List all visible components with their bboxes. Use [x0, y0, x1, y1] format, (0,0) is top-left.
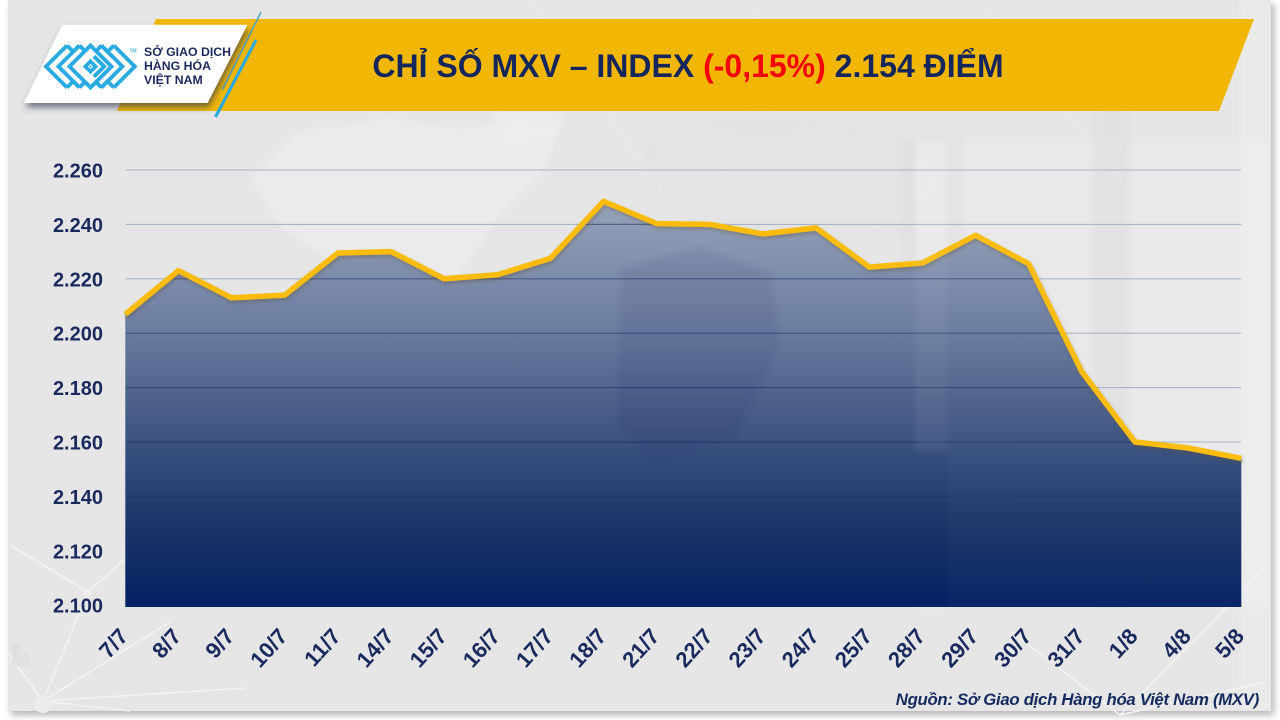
svg-text:21/7: 21/7 — [617, 624, 664, 673]
svg-text:14/7: 14/7 — [351, 624, 398, 673]
svg-text:2.140: 2.140 — [53, 487, 103, 509]
svg-text:2.120: 2.120 — [53, 541, 103, 563]
svg-text:11/7: 11/7 — [299, 624, 345, 672]
svg-text:18/7: 18/7 — [564, 624, 611, 673]
svg-text:10/7: 10/7 — [245, 624, 292, 673]
svg-text:TM: TM — [130, 49, 137, 55]
svg-text:30/7: 30/7 — [989, 624, 1036, 673]
svg-text:2.160: 2.160 — [53, 433, 103, 455]
svg-text:4/8: 4/8 — [1157, 624, 1196, 663]
svg-text:2.180: 2.180 — [53, 378, 103, 400]
svg-text:28/7: 28/7 — [883, 624, 930, 673]
svg-text:2.260: 2.260 — [53, 161, 103, 183]
svg-text:1/8: 1/8 — [1104, 624, 1143, 663]
svg-text:23/7: 23/7 — [723, 624, 770, 673]
svg-text:2.200: 2.200 — [53, 324, 103, 346]
svg-text:29/7: 29/7 — [936, 624, 983, 673]
svg-text:15/7: 15/7 — [405, 624, 452, 673]
svg-text:9/7: 9/7 — [200, 624, 239, 663]
svg-text:22/7: 22/7 — [670, 624, 717, 673]
svg-text:25/7: 25/7 — [830, 624, 877, 673]
svg-text:17/7: 17/7 — [511, 624, 558, 673]
svg-text:2.220: 2.220 — [53, 269, 103, 291]
svg-text:2.240: 2.240 — [53, 215, 103, 237]
svg-text:16/7: 16/7 — [458, 624, 505, 673]
svg-text:31/7: 31/7 — [1042, 624, 1089, 673]
svg-text:7/7: 7/7 — [94, 624, 133, 663]
svg-text:24/7: 24/7 — [777, 624, 824, 673]
svg-text:2.100: 2.100 — [53, 596, 103, 618]
svg-text:8/7: 8/7 — [147, 624, 186, 663]
